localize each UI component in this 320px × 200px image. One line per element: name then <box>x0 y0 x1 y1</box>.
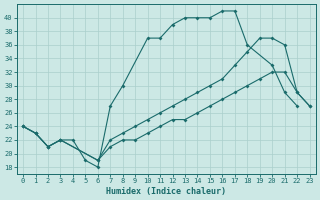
X-axis label: Humidex (Indice chaleur): Humidex (Indice chaleur) <box>106 187 226 196</box>
